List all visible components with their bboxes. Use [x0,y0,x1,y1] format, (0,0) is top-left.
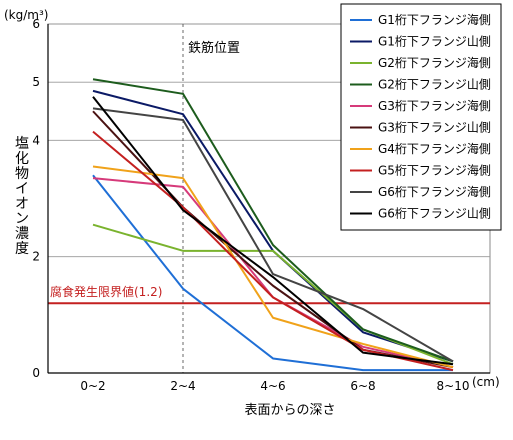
y-axis-label-char: オ [15,196,29,212]
y-axis-label-char: 塩 [15,136,29,152]
y-tick-label: 5 [32,75,40,89]
y-axis-label-char: 化 [15,151,29,167]
y-axis-label-char: ン [15,211,29,227]
legend-label-6: G3桁下フランジ山側 [378,121,491,135]
y-tick-label: 6 [32,17,40,31]
legend-label-10: G6桁下フランジ山側 [378,207,491,221]
y-axis-label: 塩化物イオン濃度 [15,136,29,257]
threshold-label: 腐食発生限界値(1.2) [50,284,162,299]
legend-label-1: G1桁下フランジ海側 [378,12,491,27]
x-tick-label: 2~4 [170,379,195,393]
y-tick-label: 2 [32,250,40,264]
series-line-7 [92,165,454,369]
x-tick-label: 0~2 [80,379,105,393]
legend-label-8: G5桁下フランジ海側 [378,163,491,178]
legend-label-3: G2桁下フランジ海側 [378,55,491,70]
legend-label-7: G4桁下フランジ海側 [378,141,491,156]
rebar-position-label: 鉄筋位置 [188,40,240,56]
y-axis-label-char: 濃 [15,226,29,242]
reference-line-group: 腐食発生限界値(1.2) [48,284,490,305]
x-tick-label: 6~8 [350,379,375,393]
legend-label-4: G2桁下フランジ山側 [378,78,491,92]
x-axis-label: 表面からの深さ [244,403,335,418]
x-unit-label: (cm) [472,375,500,389]
y-tick-label: 0 [32,366,40,380]
series-line-10 [92,96,454,366]
legend-label-2: G1桁下フランジ山側 [378,35,491,49]
x-tick-label: 8~10 [437,379,470,393]
y-unit-label: (kg/m³) [4,8,48,22]
x-tick-label: 4~6 [260,379,285,393]
series-line-4 [92,78,454,363]
legend: G1桁下フランジ海側 G1桁下フランジ山側 G2桁下フランジ海側 G2桁下フランジ山側… [340,3,502,231]
series-lines [92,78,454,372]
y-axis-label-char: 物 [15,166,29,182]
rebar-position-group: 鉄筋位置 [182,24,240,373]
series-line-9 [92,107,454,363]
y-tick-label: 4 [32,133,40,147]
legend-label-5: G3桁下フランジ海側 [378,98,491,113]
legend-label-9: G6桁下フランジ海側 [378,184,491,199]
series-line-1 [92,174,453,372]
y-axis-label-char: イ [15,181,29,197]
y-axis-label-char: 度 [15,241,29,257]
axes: 0 2 4 5 6 0~2 2~4 4~6 6~8 8~10 [32,17,490,393]
